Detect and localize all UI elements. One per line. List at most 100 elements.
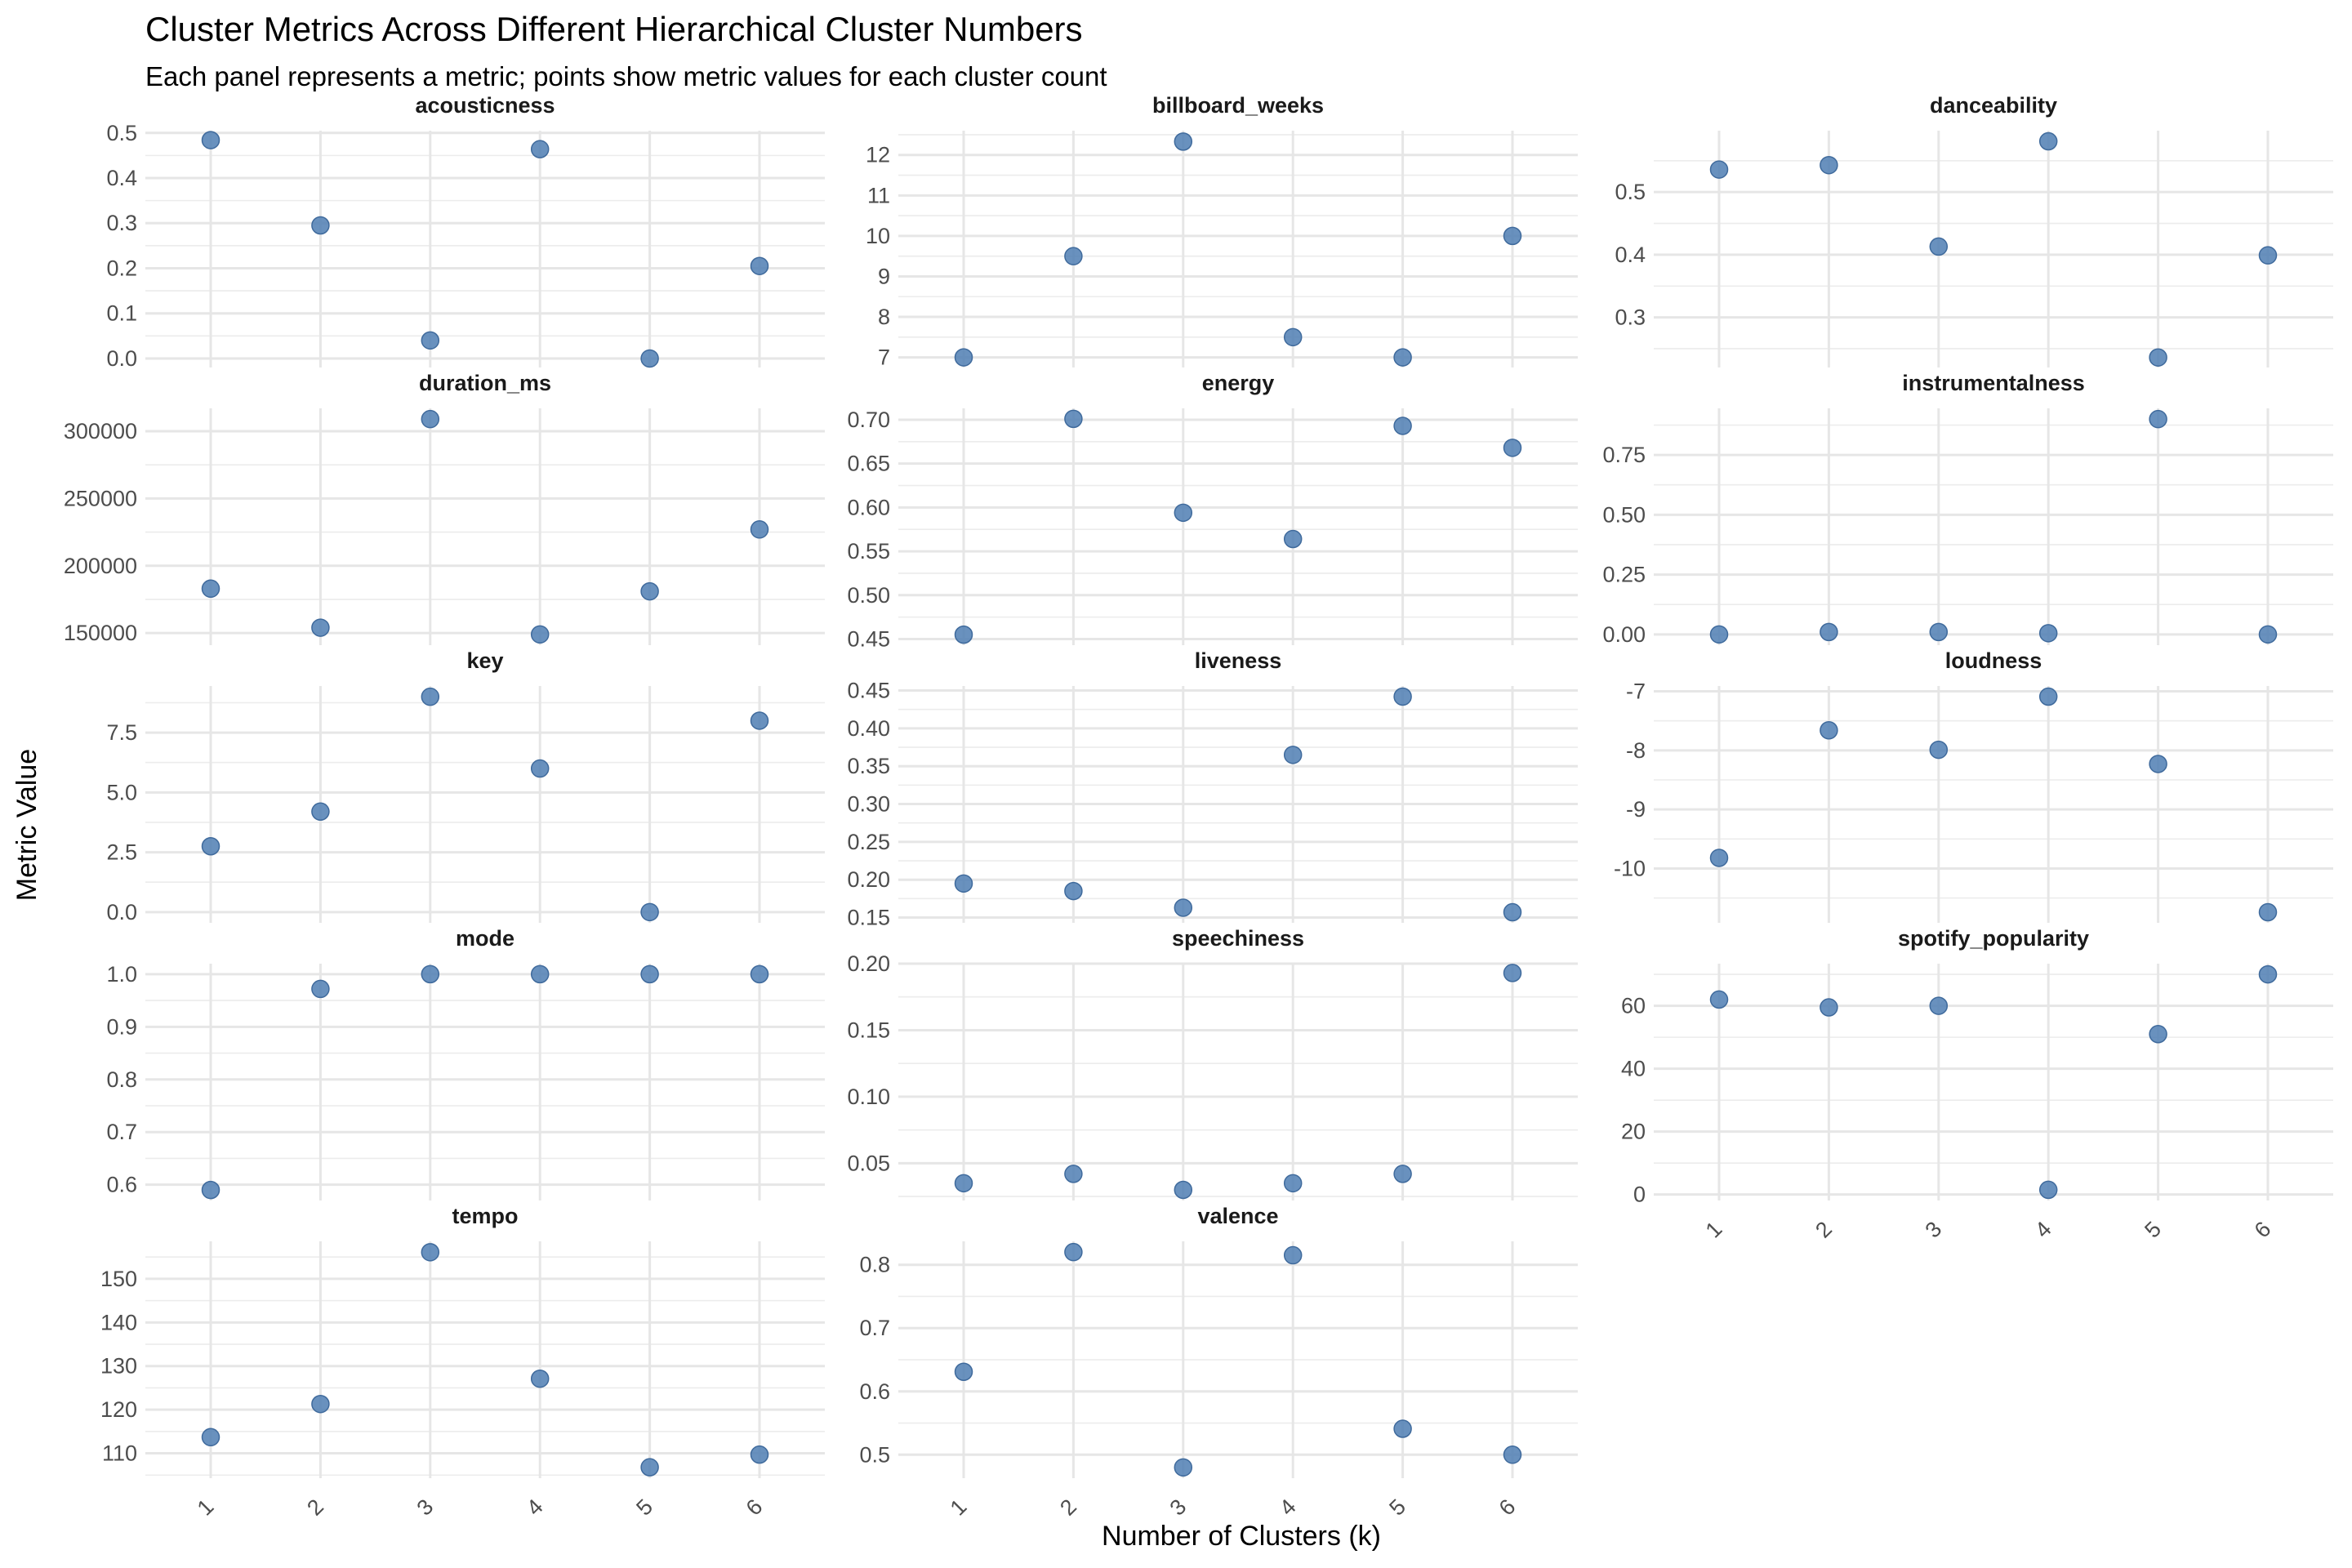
data-point	[530, 759, 550, 778]
data-point	[1503, 226, 1522, 246]
data-point	[1064, 881, 1083, 901]
data-point	[1503, 902, 1522, 922]
data-point	[1174, 132, 1193, 151]
data-point	[954, 874, 973, 893]
y-tick-label: 5.0	[106, 780, 137, 804]
y-tick-label: 0.5	[1615, 180, 1646, 204]
chart-title: Cluster Metrics Across Different Hierarc…	[145, 10, 1083, 48]
y-tick-label: 0.6	[859, 1379, 890, 1404]
y-tick-label: 0.65	[847, 452, 890, 476]
y-tick-label: 200000	[64, 554, 137, 578]
y-tick-label: 0.1	[106, 301, 137, 326]
x-tick-label: 6	[2250, 1217, 2276, 1243]
data-point	[1283, 327, 1303, 347]
data-point	[750, 964, 769, 984]
panel-title: danceability	[1930, 93, 2057, 118]
data-point	[311, 979, 330, 999]
y-tick-label: -10	[1614, 856, 1646, 880]
data-point	[954, 625, 973, 644]
y-tick-label: 0.45	[847, 679, 890, 703]
y-tick-label: 0.55	[847, 539, 890, 564]
data-point	[1393, 1419, 1412, 1438]
y-tick-label: -9	[1626, 797, 1646, 822]
data-point	[640, 581, 659, 601]
data-point	[201, 1428, 220, 1447]
data-point	[1929, 237, 1949, 256]
data-point	[311, 1394, 330, 1414]
y-tick-label: 0.50	[1602, 502, 1646, 527]
data-point	[311, 216, 330, 235]
y-tick-label: 20	[1621, 1120, 1646, 1144]
data-point	[954, 348, 973, 367]
panel-energy: energy 0.45 0.50 0.55 0.60 0.65 0.70	[847, 371, 1578, 651]
y-tick-label: 0.8	[106, 1067, 137, 1092]
x-tick-label: 3	[1165, 1494, 1192, 1521]
data-point	[2149, 755, 2167, 773]
data-point	[1820, 998, 1838, 1017]
data-point	[1820, 720, 1838, 740]
data-point	[1064, 247, 1083, 265]
panel-acousticness: acousticness 0.0 0.1 0.2 0.3 0.4 0.5	[106, 93, 825, 371]
y-tick-label: 40	[1621, 1057, 1646, 1081]
x-tick-label: 3	[1921, 1217, 1947, 1243]
data-point	[2149, 1025, 2167, 1044]
y-tick-label: 0.25	[847, 830, 890, 854]
panel-title: spotify_popularity	[1898, 926, 2089, 951]
data-point	[954, 1362, 973, 1381]
data-point	[1283, 529, 1303, 549]
x-tick-label: 5	[631, 1494, 657, 1521]
data-point	[311, 618, 330, 637]
y-tick-label: 0.30	[847, 792, 890, 817]
panel-spotify_popularity: spotify_popularity 0 20 40 60 1 2 3 4 5 6	[1621, 926, 2333, 1243]
y-tick-label: 60	[1621, 994, 1646, 1018]
y-tick-label: 150	[100, 1267, 137, 1291]
data-point	[1503, 439, 1522, 457]
data-point	[750, 256, 769, 275]
y-tick-label: 0.70	[847, 408, 890, 432]
data-point	[640, 349, 659, 368]
data-point	[1709, 625, 1729, 644]
data-point	[1064, 1242, 1083, 1262]
data-point	[640, 902, 659, 922]
y-tick-label: 0.4	[1615, 243, 1646, 267]
y-tick-label: 0.00	[1602, 622, 1646, 647]
y-tick-label: 10	[866, 224, 890, 248]
data-point	[1283, 1174, 1303, 1193]
data-point	[2258, 246, 2278, 265]
data-point	[201, 579, 220, 599]
data-point	[1503, 1446, 1522, 1464]
data-point	[1929, 996, 1949, 1015]
panel-title: speechiness	[1172, 926, 1304, 951]
y-tick-label: 0.5	[106, 121, 137, 145]
y-tick-label: 0.20	[847, 951, 890, 976]
y-tick-label: 0.35	[847, 754, 890, 778]
data-point	[311, 802, 330, 822]
data-point	[1283, 746, 1303, 764]
y-tick-label: 0.0	[106, 900, 137, 924]
x-tick-label: 2	[1055, 1494, 1081, 1521]
data-point	[1393, 348, 1412, 367]
data-point	[530, 625, 550, 644]
y-tick-label: 0.60	[847, 495, 890, 519]
y-tick-label: 0.7	[859, 1316, 890, 1340]
data-point	[1820, 622, 1838, 642]
data-point	[1709, 990, 1729, 1009]
y-tick-label: 0.05	[847, 1151, 890, 1175]
data-point	[421, 1243, 440, 1262]
x-tick-label: 6	[1494, 1494, 1521, 1521]
y-tick-label: 0.8	[859, 1253, 890, 1277]
data-point	[421, 964, 440, 984]
y-tick-label: 0	[1633, 1183, 1646, 1207]
panel-title: key	[466, 648, 503, 673]
x-tick-label: 1	[1701, 1217, 1727, 1243]
x-tick-label: 4	[522, 1494, 548, 1521]
panel-title: loudness	[1945, 648, 2042, 673]
x-tick-label: 1	[193, 1494, 219, 1521]
data-point	[954, 1174, 973, 1193]
panel-speechiness: speechiness 0.05 0.10 0.15 0.20	[847, 926, 1578, 1200]
y-tick-label: 7.5	[106, 720, 137, 745]
chart-subtitle: Each panel represents a metric; points s…	[145, 61, 1107, 91]
y-axis-title: Metric Value	[11, 749, 42, 901]
y-tick-label: 0.25	[1602, 563, 1646, 587]
